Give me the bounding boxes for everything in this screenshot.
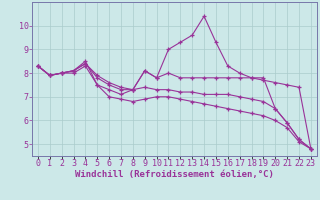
X-axis label: Windchill (Refroidissement éolien,°C): Windchill (Refroidissement éolien,°C) <box>75 170 274 179</box>
